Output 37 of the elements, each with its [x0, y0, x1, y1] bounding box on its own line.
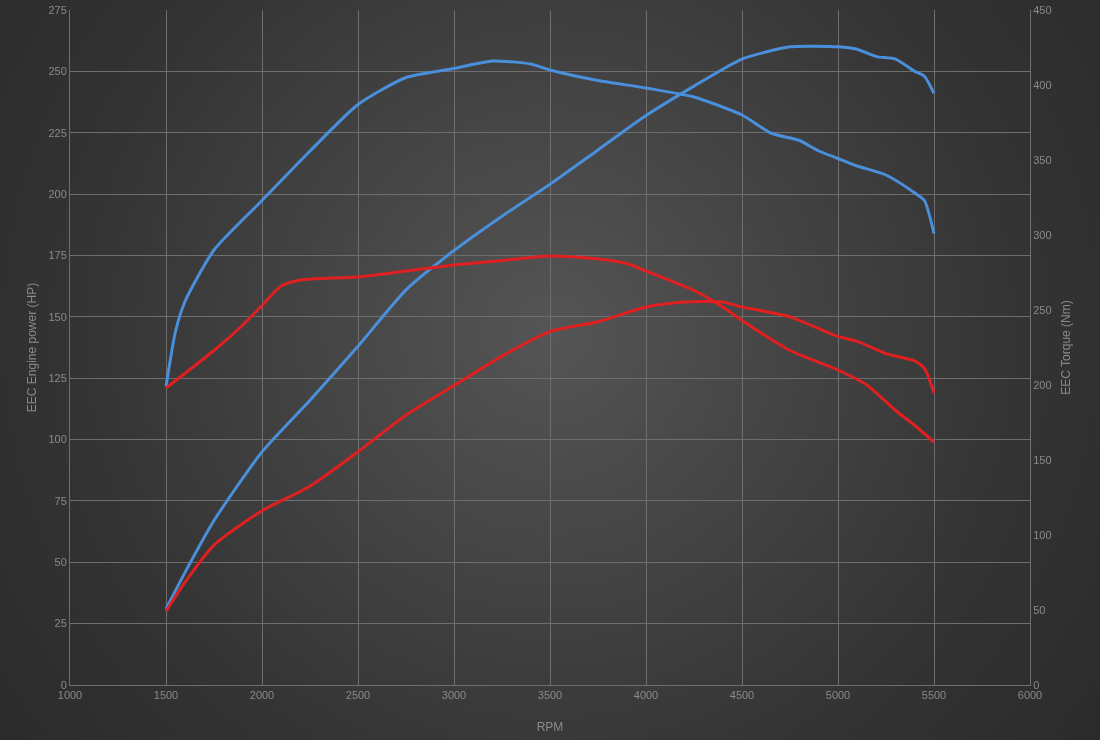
y2-tick-label: 450 [1033, 3, 1052, 16]
y-tick-label: 200 [48, 187, 67, 200]
y-tick-label: 0 [60, 678, 67, 691]
x-tick-label: 5500 [921, 689, 947, 702]
y2-axis-title: EEC Torque (Nm) [1059, 300, 1073, 395]
y2-tick-label: 350 [1033, 153, 1052, 166]
y2-tick-label: 100 [1033, 528, 1052, 541]
x-tick-label: 4000 [633, 689, 659, 702]
x-tick-label: 6000 [1017, 689, 1043, 702]
y-tick-label: 225 [48, 126, 67, 139]
y-tick-label: 150 [48, 310, 67, 323]
x-tick-label: 4500 [729, 689, 755, 702]
y-tick-label: 275 [48, 3, 67, 16]
y-tick-label: 25 [54, 617, 67, 630]
y2-tick-label: 250 [1033, 303, 1052, 316]
y-tick-label: 75 [54, 494, 67, 507]
x-tick-label: 2500 [345, 689, 371, 702]
line-series [164, 44, 936, 611]
y2-tick-label: 50 [1033, 603, 1046, 616]
x-tick-label: 2000 [249, 689, 275, 702]
x-axis-title: RPM [536, 720, 564, 734]
y-tick-label: 100 [48, 433, 67, 446]
y2-tick-label: 300 [1033, 228, 1052, 241]
x-tick-label: 1000 [57, 689, 83, 702]
x-tick-label: 3000 [441, 689, 467, 702]
y-axis-title: EEC Engine power (HP) [25, 282, 39, 413]
y-tick-label: 250 [48, 65, 67, 78]
y2-tick-label: 200 [1033, 378, 1052, 391]
y-tick-label: 50 [54, 556, 67, 569]
x-tick-label: 1500 [153, 689, 179, 702]
x-tick-label: 5000 [825, 689, 851, 702]
y2-tick-label: 150 [1033, 453, 1052, 466]
y2-tick-label: 0 [1033, 678, 1040, 691]
y-tick-label: 175 [48, 249, 67, 262]
x-tick-label: 3500 [537, 689, 563, 702]
y2-tick-label: 400 [1033, 78, 1052, 91]
y-tick-label: 125 [48, 372, 67, 385]
